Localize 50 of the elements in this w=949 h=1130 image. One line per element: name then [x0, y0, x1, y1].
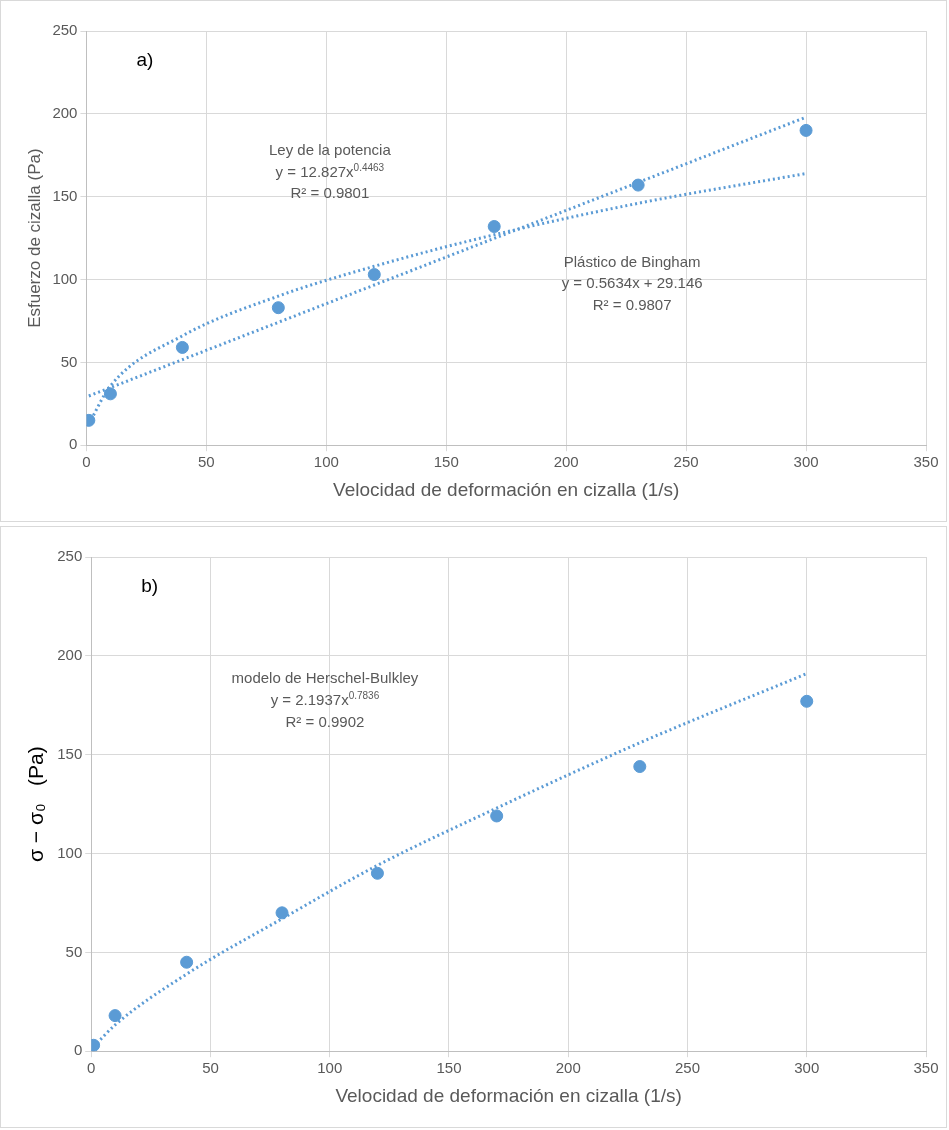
point [633, 760, 647, 774]
text: a) [136, 49, 154, 71]
point [490, 809, 504, 823]
point [370, 866, 384, 880]
y-tick-label: 0 [73, 1041, 83, 1059]
x-tick-label: 250 [674, 1059, 701, 1077]
y-axis-title: Esfuerzo de cizalla (Pa) [24, 148, 44, 328]
y-tick-label: 100 [57, 843, 83, 861]
x-tick-label: 50 [202, 1059, 219, 1077]
y-tick-label: 50 [65, 942, 83, 960]
point [487, 220, 501, 233]
y-tick-label: 50 [60, 352, 78, 370]
text: b) [141, 575, 159, 597]
x-tick-label: 100 [317, 1059, 343, 1077]
y-tick-label: 250 [52, 21, 78, 39]
x-tick-label: 100 [313, 453, 339, 471]
x-axis-title: Velocidad de deformación en cizalla (1/s) [335, 1084, 682, 1106]
x-tick-label: 300 [794, 1059, 820, 1077]
x-tick-label: 200 [555, 1059, 581, 1077]
point [799, 123, 813, 137]
x-tick-label: 0 [87, 1059, 96, 1077]
y-tick-label: 150 [52, 186, 78, 204]
point [175, 340, 189, 354]
point [367, 268, 381, 282]
x-tick-label: 150 [433, 453, 459, 471]
x-axis-title: Velocidad de deformación en cizalla (1/s) [333, 478, 680, 500]
point [271, 301, 285, 315]
point [275, 906, 289, 920]
x-tick-label: 200 [553, 453, 579, 471]
annotation: Ley de la potencia y = 12.827x$^{0.4463}$ R² = 0.9801 [269, 140, 391, 204]
point [800, 694, 814, 708]
y-axis-title: σ − σ₀ (Pa) [24, 746, 48, 862]
y-tick-label: 200 [57, 645, 83, 663]
annotation: Plástico de Bingham y = 0.5634x + 29.146 R² = 0.9807 [561, 252, 703, 316]
y-tick-label: 200 [52, 103, 78, 121]
y-tick-label: 100 [52, 269, 78, 287]
point [631, 178, 645, 192]
x-tick-label: 150 [436, 1059, 462, 1077]
point [103, 387, 117, 401]
y-tick-label: 0 [69, 435, 78, 453]
y-tick-label: 250 [57, 547, 83, 565]
point [108, 1009, 122, 1023]
x-tick-label: 250 [673, 453, 699, 471]
x-tick-label: 300 [793, 453, 819, 471]
x-tick-label: 50 [198, 453, 215, 471]
annotation: modelo de Herschel-Bulkley y = 2.1937x$^{0.7836}$ R² = 0.9902 [231, 668, 419, 733]
x-tick-label: 350 [913, 453, 939, 471]
point [180, 955, 194, 969]
x-tick-label: 350 [913, 1059, 939, 1077]
y-tick-label: 150 [57, 744, 83, 762]
